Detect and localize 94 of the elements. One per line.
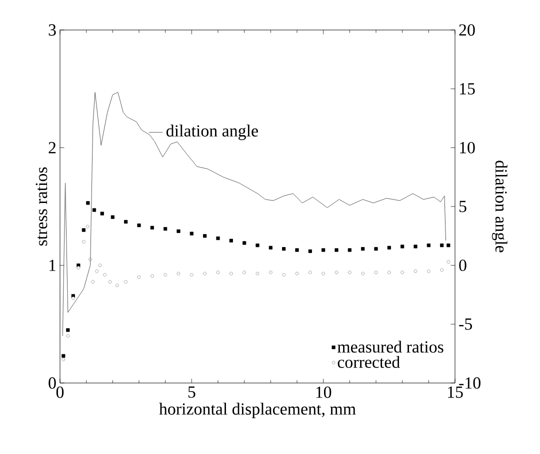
legend-label: measured ratios: [338, 340, 444, 353]
point: [82, 228, 86, 232]
y2-tick-label: 10: [460, 142, 475, 154]
x-tick-label: 15: [448, 386, 463, 398]
point: [91, 280, 95, 284]
point: [190, 273, 194, 276]
point: [242, 241, 246, 245]
point: [322, 272, 326, 276]
y-tick-label: 3: [48, 24, 56, 36]
point: [400, 270, 404, 274]
point: [426, 244, 430, 248]
point: [137, 275, 141, 279]
point: [176, 229, 180, 233]
point: [322, 248, 326, 252]
y2-tick-label: 15: [460, 83, 475, 95]
point: [92, 208, 96, 212]
point: [66, 334, 70, 338]
point: [190, 232, 194, 236]
point: [71, 296, 75, 300]
point: [308, 249, 312, 254]
y2-tick-label: 20: [459, 24, 475, 36]
y-tick-label: 2: [48, 142, 56, 154]
point: [66, 328, 70, 332]
point: [82, 240, 86, 244]
point: [86, 201, 90, 205]
point: [216, 270, 220, 274]
x-tick-label: 0: [56, 386, 64, 398]
point: [348, 270, 352, 274]
point: [334, 270, 338, 274]
y2-tick-label: -10: [459, 377, 480, 389]
x-tick-label: 10: [316, 386, 332, 398]
point: [76, 264, 80, 268]
point: [203, 234, 207, 238]
point: [71, 294, 75, 298]
point: [176, 272, 180, 276]
point: [268, 270, 272, 274]
point: [414, 244, 418, 248]
point: [295, 248, 299, 252]
point: [334, 248, 338, 252]
point: [98, 264, 102, 268]
y-tick-label: 1: [49, 260, 56, 271]
x-tick-label: 5: [188, 386, 196, 398]
point: [103, 273, 106, 276]
y2-tick-label: 0: [459, 260, 466, 272]
point: [86, 224, 90, 228]
legend-label: dilation angle: [166, 124, 258, 140]
y-axis-title: stress ratios: [36, 167, 48, 246]
point: [295, 272, 299, 276]
y2-tick-label: -5: [459, 318, 472, 330]
point: [308, 270, 312, 274]
legend-label: corrected: [338, 356, 400, 368]
y-tick-label: 0: [48, 377, 56, 389]
point: [361, 247, 365, 251]
point: [110, 215, 114, 219]
point: [150, 274, 154, 278]
point: [387, 270, 391, 274]
line-series: [62, 92, 446, 336]
point: [164, 227, 168, 231]
point: [374, 247, 378, 251]
point: [414, 270, 418, 273]
point: [100, 212, 104, 216]
point: [124, 280, 128, 284]
y2-tick-label: 5: [460, 200, 466, 212]
point: [446, 260, 450, 264]
point: [440, 268, 444, 272]
point: [400, 244, 404, 248]
point: [256, 244, 260, 248]
point: [440, 244, 444, 248]
point: [216, 236, 220, 240]
point: [229, 238, 233, 242]
point: [387, 246, 391, 250]
point: [242, 270, 246, 274]
point: [150, 226, 154, 230]
x-axis-title: horizontal displacement, mm: [159, 402, 356, 418]
point: [108, 280, 112, 284]
point: [282, 273, 286, 276]
point: [164, 273, 168, 276]
point: [95, 270, 99, 273]
point: [62, 354, 66, 358]
point: [62, 358, 66, 362]
point: [229, 272, 233, 276]
point: [124, 220, 128, 224]
point: [426, 270, 430, 273]
point: [282, 247, 286, 251]
point: [446, 244, 450, 248]
point: [348, 248, 352, 252]
point: [268, 246, 272, 250]
point: [361, 272, 365, 276]
point: [137, 224, 141, 228]
point: [203, 272, 207, 276]
point: [374, 270, 378, 274]
point: [115, 284, 119, 288]
y2-axis-title: dilation angle: [492, 160, 508, 252]
point: [256, 272, 260, 276]
